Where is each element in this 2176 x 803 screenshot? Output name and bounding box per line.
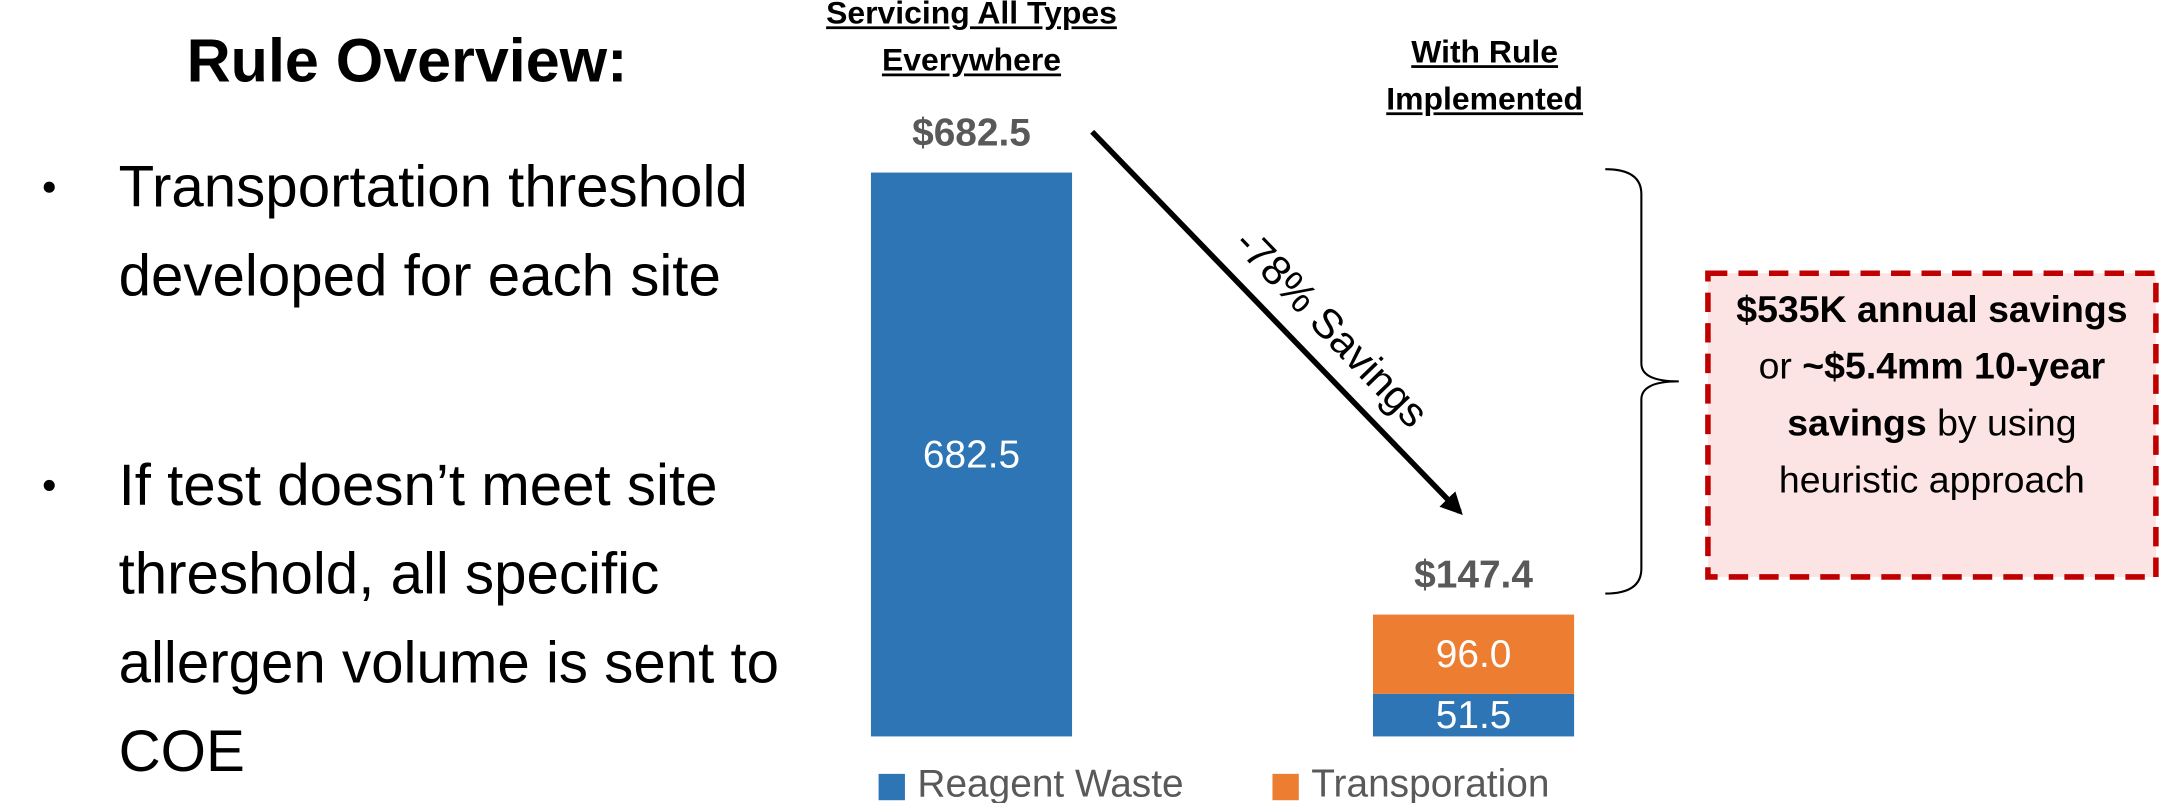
bar-segment [870,172,1073,737]
value-label: 51.5 [1436,694,1512,737]
bullet-text: If test doesn’t meet site threshold, all… [118,452,780,784]
callout-segment: ~$5.4mm 10-year savings [1787,345,2106,444]
bar-segment [1373,693,1575,737]
legend-label: Reagent Waste [917,763,1183,803]
savings-annotation: -78% Savings [1226,219,1438,436]
callout-text: $535K annual savings or ~$5.4mm 10-year … [1715,282,2149,509]
total-label: $147.4 [1414,553,1533,596]
slide-title: Rule Overview: [187,26,628,94]
savings-arrow [1090,129,1463,515]
value-label: 682.5 [923,434,1020,477]
bullet-dot [43,181,55,193]
bar-segment [1373,614,1575,694]
bullet: If test doesn’t meet site threshold, all… [118,452,780,784]
callout-segment: or [1758,345,1803,387]
callout-segment: by using heuristic approach [1778,402,2085,501]
legend-swatch [878,773,905,801]
bullet: Transportation threshold developed for e… [118,153,748,308]
brace [1605,168,1679,595]
category-text: Servicing All Types Everywhere [826,0,1117,78]
category-text: With Rule Implemented [1386,33,1584,117]
category-label: With Rule Implemented [1386,33,1584,117]
bullet-text: Transportation threshold developed for e… [118,153,748,308]
category-label: Servicing All Types Everywhere [826,0,1117,78]
total-label: $682.5 [912,111,1031,154]
callout: $535K annual savings or ~$5.4mm 10-year … [1715,282,2149,509]
callout-segment: $535K annual savings [1736,288,2128,331]
callout-box [1705,270,2159,580]
legend-swatch [1272,773,1299,801]
value-label: 96.0 [1436,633,1512,676]
legend-label: Transporation [1311,763,1549,803]
bullet-dot [43,479,55,491]
